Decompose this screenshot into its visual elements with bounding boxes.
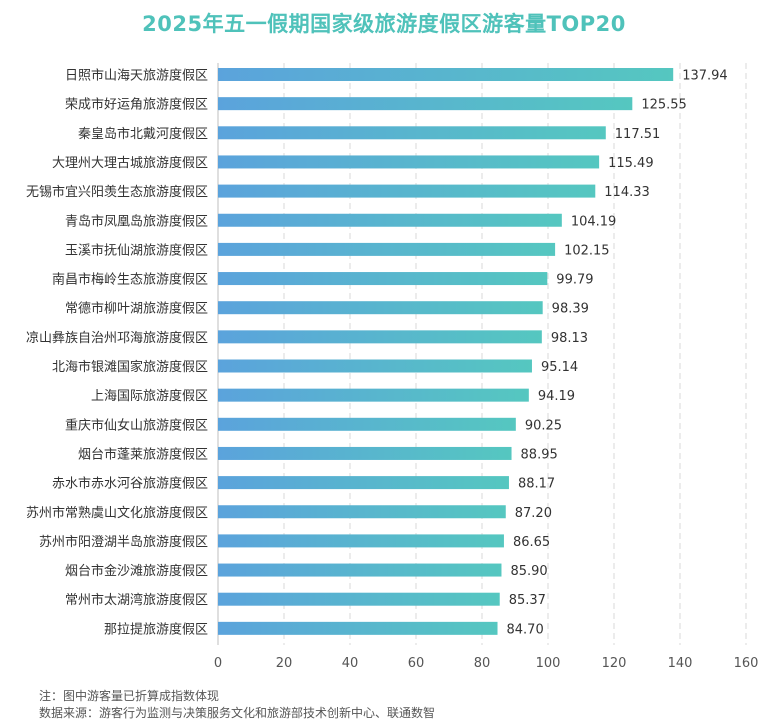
labels: 0 20 40 60 80 100 120 140 160 日照市山海天旅游度假区 137.94 荣成… — [26, 68, 758, 672]
bar — [218, 534, 504, 548]
x-tick-label: 40 — [342, 656, 359, 671]
data-label: 98.39 — [552, 302, 589, 317]
data-label: 84.70 — [507, 622, 544, 637]
category-label: 常德市柳叶湖旅游度假区 — [65, 301, 208, 317]
footnote-source: 数据来源：游客行为监测与决策服务文化和旅游部技术创新中心、联通数智 — [39, 706, 436, 720]
data-label: 115.49 — [608, 156, 654, 171]
bar — [218, 242, 556, 256]
data-label: 90.25 — [525, 418, 562, 433]
bar — [218, 563, 502, 577]
bars — [218, 68, 674, 635]
footnote-note: 注：图中游客量已折算成指数体现 — [39, 689, 220, 703]
x-tick-label: 140 — [668, 656, 693, 671]
data-label: 87.20 — [515, 506, 552, 521]
category-label: 大理州大理古城旅游度假区 — [52, 155, 208, 171]
x-tick-label: 0 — [214, 656, 222, 671]
data-label: 94.19 — [538, 389, 575, 404]
category-label: 那拉提旅游度假区 — [104, 621, 208, 637]
data-label: 117.51 — [615, 127, 661, 142]
x-tick-label: 60 — [408, 656, 425, 671]
data-label: 88.17 — [518, 477, 555, 492]
data-label: 114.33 — [604, 185, 650, 200]
chart-title: 2025年五一假期国家级旅游度假区游客量TOP20 — [142, 12, 626, 36]
category-label: 苏州市常熟虞山文化旅游度假区 — [26, 505, 208, 521]
data-label: 85.37 — [509, 593, 546, 608]
category-label: 赤水市赤水河谷旅游度假区 — [52, 476, 208, 492]
data-label: 86.65 — [513, 535, 550, 550]
data-label: 125.55 — [641, 98, 687, 113]
bar — [218, 126, 606, 140]
category-label: 南昌市梅岭生态旅游度假区 — [52, 272, 208, 288]
x-tick-label: 160 — [734, 656, 759, 671]
data-label: 137.94 — [682, 69, 728, 84]
category-label: 无锡市宜兴阳羡生态旅游度假区 — [26, 184, 208, 200]
category-label: 烟台市蓬莱旅游度假区 — [78, 446, 208, 462]
bar — [218, 388, 529, 402]
bar — [218, 417, 516, 431]
bar — [218, 97, 633, 111]
data-label: 85.90 — [510, 564, 547, 579]
category-label: 玉溪市抚仙湖旅游度假区 — [65, 242, 208, 258]
data-label: 95.14 — [541, 360, 578, 375]
x-tick-label: 80 — [474, 656, 491, 671]
bar — [218, 592, 500, 606]
x-tick-label: 100 — [536, 656, 561, 671]
category-label: 青岛市凤凰岛旅游度假区 — [65, 213, 208, 229]
bar — [218, 505, 506, 519]
bar — [218, 621, 498, 635]
category-label: 秦皇岛市北戴河度假区 — [78, 126, 208, 142]
category-label: 凉山彝族自治州邛海旅游度假区 — [26, 330, 208, 346]
data-label: 99.79 — [556, 273, 593, 288]
bar — [218, 476, 509, 490]
category-label: 上海国际旅游度假区 — [91, 388, 208, 404]
category-label: 重庆市仙女山旅游度假区 — [65, 417, 208, 433]
x-tick-label: 20 — [276, 656, 293, 671]
data-label: 98.13 — [551, 331, 588, 346]
bar — [218, 446, 512, 460]
x-tick-label: 120 — [602, 656, 627, 671]
bar — [218, 272, 548, 286]
category-label: 常州市太湖湾旅游度假区 — [65, 592, 208, 608]
bar — [218, 359, 532, 373]
data-label: 102.15 — [564, 243, 610, 258]
bar — [218, 301, 543, 315]
bar — [218, 184, 596, 198]
data-label: 104.19 — [571, 214, 617, 229]
category-label: 日照市山海天旅游度假区 — [65, 68, 208, 84]
category-label: 苏州市阳澄湖半岛旅游度假区 — [39, 534, 208, 550]
data-label: 88.95 — [521, 447, 558, 462]
category-label: 北海市银滩国家旅游度假区 — [52, 359, 208, 375]
bar — [218, 68, 674, 81]
bar — [218, 213, 562, 227]
bar — [218, 155, 600, 169]
category-label: 烟台市金沙滩旅游度假区 — [65, 563, 208, 579]
category-label: 荣成市好运角旅游度假区 — [65, 97, 208, 113]
bar — [218, 330, 542, 344]
grid-lines — [217, 63, 747, 645]
